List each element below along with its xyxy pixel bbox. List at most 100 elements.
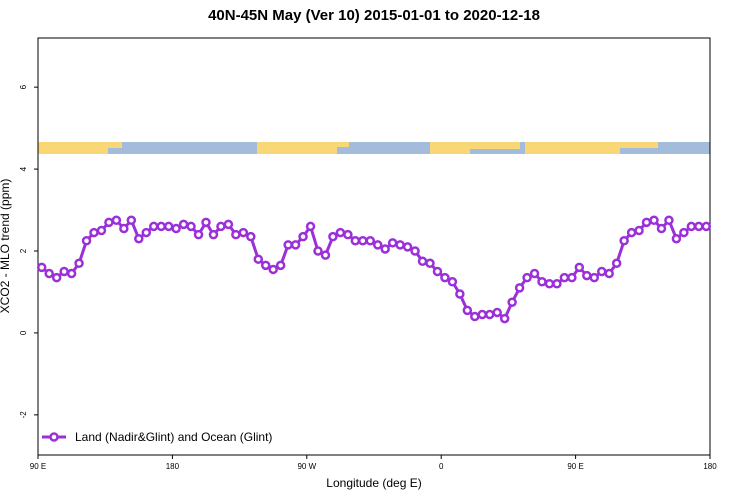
y-tick-label: 4 [19, 166, 28, 171]
point-marker [380, 244, 390, 254]
point-marker [522, 272, 532, 283]
point-marker [126, 215, 137, 226]
point-marker [305, 221, 316, 232]
point-marker [671, 233, 682, 244]
point-marker [619, 236, 629, 246]
point-marker [111, 215, 122, 226]
point-marker [507, 297, 517, 307]
point-marker [596, 266, 607, 277]
point-marker [432, 266, 443, 277]
point-marker [365, 236, 376, 246]
x-axis-label: Longitude (deg E) [326, 476, 421, 490]
point-marker [544, 279, 555, 289]
point-marker [492, 307, 502, 318]
point-marker [290, 240, 301, 250]
land-band [430, 142, 470, 154]
point-marker [626, 227, 637, 238]
point-marker [350, 236, 361, 246]
point-marker [328, 231, 338, 242]
land-band [337, 142, 349, 147]
point-marker [320, 250, 331, 260]
point-marker [171, 223, 181, 234]
point-marker [358, 236, 368, 246]
point-marker [604, 268, 614, 279]
land-band [257, 142, 337, 154]
point-marker [455, 289, 465, 299]
point-marker [611, 258, 622, 269]
point-marker [186, 221, 196, 232]
point-marker [567, 272, 577, 283]
point-marker [231, 229, 241, 240]
point-marker [425, 258, 435, 269]
point-marker [664, 215, 674, 226]
point-marker [238, 227, 249, 238]
point-marker [74, 258, 84, 269]
point-marker [134, 233, 144, 244]
point-marker [372, 240, 383, 250]
point-marker [193, 229, 204, 240]
point-marker [537, 276, 547, 287]
plot-frame [37, 37, 711, 456]
point-marker [641, 217, 652, 228]
point-marker [343, 229, 353, 240]
point-marker [589, 272, 600, 283]
y-axis-label: XCO2 - MLO trend (ppm) [0, 179, 12, 314]
point-marker [178, 219, 189, 230]
point-marker [253, 254, 264, 264]
land-band [38, 142, 108, 154]
y-tick-label: -2 [19, 411, 28, 419]
legend-label: Land (Nadir&Glint) and Ocean (Glint) [75, 430, 272, 444]
land-band [470, 142, 520, 149]
x-tick-label: 180 [703, 462, 717, 471]
point-marker [417, 256, 428, 266]
point-marker [686, 221, 697, 232]
point-marker [335, 227, 346, 238]
land-band [108, 142, 122, 148]
point-marker [104, 217, 114, 228]
point-marker [163, 221, 174, 232]
x-tick-label: 0 [439, 462, 444, 471]
y-tick-label: 6 [19, 84, 28, 89]
point-marker [283, 240, 293, 250]
y-tick-label: 2 [19, 248, 28, 253]
point-marker [477, 309, 488, 320]
point-marker [410, 246, 420, 256]
point-marker [59, 266, 69, 277]
land-band [525, 142, 620, 154]
x-tick-label: 90 W [297, 462, 316, 471]
point-marker [574, 262, 585, 273]
chart-title: 40N-45N May (Ver 10) 2015-01-01 to 2020-… [208, 7, 540, 24]
point-marker [529, 268, 540, 279]
legend: Land (Nadir&Glint) and Ocean (Glint) [42, 430, 272, 444]
point-marker [701, 221, 712, 232]
point-marker [462, 305, 473, 316]
point-marker [260, 260, 271, 271]
point-marker [201, 217, 211, 228]
legend-marker [49, 432, 59, 442]
point-marker [119, 223, 129, 234]
point-marker [81, 236, 92, 246]
point-marker [208, 229, 219, 240]
point-marker [156, 221, 166, 232]
point-marker [582, 270, 592, 281]
point-marker [649, 215, 659, 226]
point-marker [402, 242, 413, 252]
point-marker [514, 283, 525, 293]
point-marker [89, 227, 99, 238]
point-marker [96, 225, 107, 236]
point-marker [656, 223, 667, 234]
point-marker [268, 264, 278, 275]
point-marker [51, 272, 62, 283]
point-marker [679, 227, 689, 238]
point-marker [484, 309, 495, 320]
point-marker [66, 268, 77, 279]
point-marker [44, 268, 54, 279]
x-tick-label: 90 E [567, 462, 583, 471]
point-marker [395, 240, 405, 250]
point-marker [447, 276, 458, 287]
point-marker [216, 221, 226, 232]
point-marker [298, 231, 308, 242]
point-marker [440, 272, 450, 283]
point-marker [148, 221, 159, 232]
